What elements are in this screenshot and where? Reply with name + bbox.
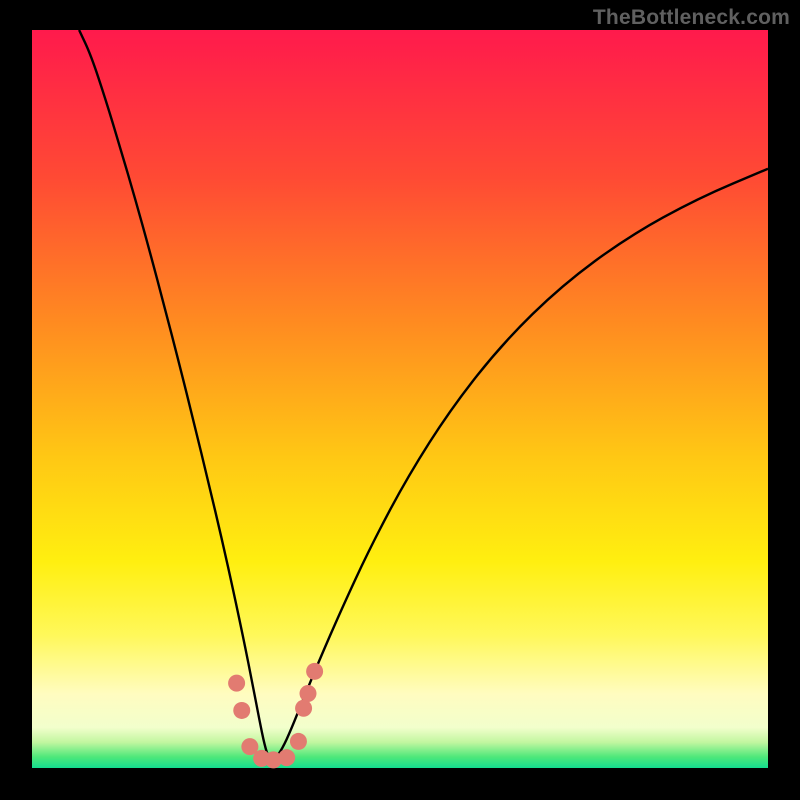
marker-point [295,700,312,717]
marker-point [228,675,245,692]
watermark: TheBottleneck.com [593,6,790,30]
chart-plot-area [32,30,768,768]
marker-group [228,663,323,769]
marker-point [233,702,250,719]
chart-curve-layer [32,30,768,768]
marker-point [278,749,295,766]
bottleneck-curve [79,30,768,759]
marker-point [290,733,307,750]
marker-point [300,685,317,702]
marker-point [306,663,323,680]
